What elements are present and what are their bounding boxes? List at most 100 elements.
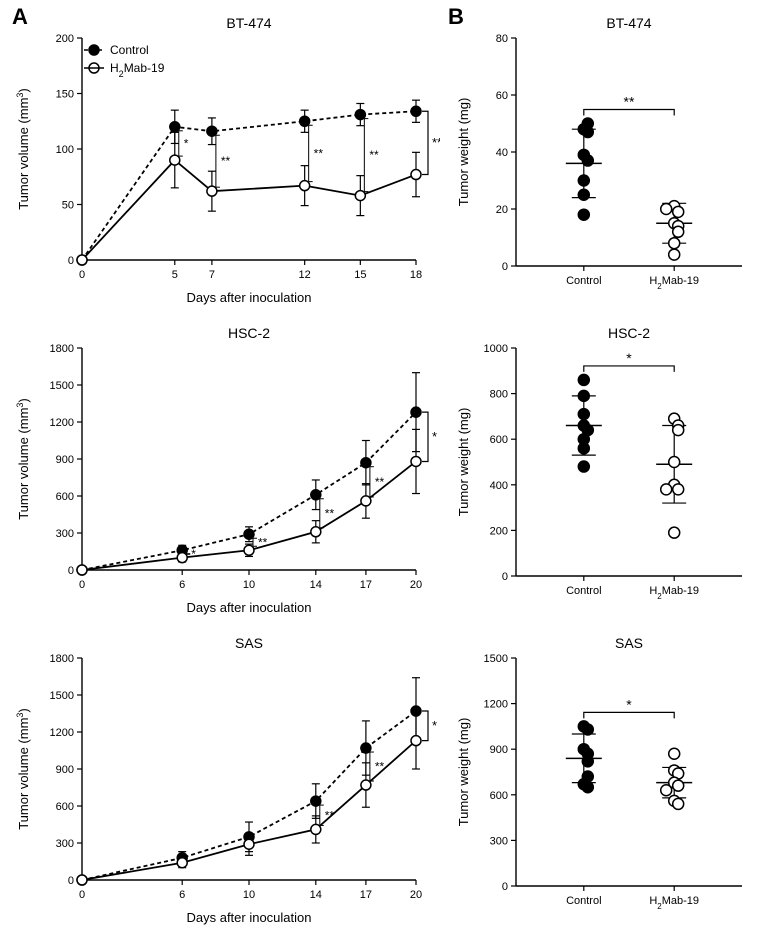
column-b: BT-474 0 20 40 60 80 Control H2Mab-19 Tumor weig… [450,0,765,937]
svg-text:12: 12 [299,269,311,281]
svg-text:0: 0 [68,875,74,887]
svg-text:Days after inoculation: Days after inoculation [186,290,311,305]
svg-text:**: ** [258,535,268,549]
svg-text:60: 60 [496,90,508,102]
svg-text:1200: 1200 [484,699,508,711]
svg-text:*: * [432,429,437,444]
svg-text:150: 150 [56,89,74,101]
svg-text:6: 6 [179,889,185,901]
svg-text:*: * [191,547,196,561]
svg-text:1200: 1200 [50,727,74,739]
svg-text:18: 18 [410,269,422,281]
svg-text:HSC-2: HSC-2 [608,325,650,341]
svg-text:*: * [184,136,189,150]
svg-text:**: ** [325,506,335,520]
svg-text:Tumor weight (mg): Tumor weight (mg) [456,718,471,827]
svg-text:800: 800 [490,389,508,401]
svg-text:*: * [626,696,632,712]
line-chart-bt474: BT-474 0 50 100 150 200 0 5 7 12 15 18 Days after in… [10,10,440,310]
svg-text:600: 600 [56,491,74,503]
svg-text:900: 900 [56,764,74,776]
svg-text:0: 0 [68,255,74,267]
svg-text:H2Mab-19: H2Mab-19 [649,275,699,291]
svg-text:15: 15 [354,269,366,281]
svg-text:600: 600 [490,434,508,446]
svg-text:HSC-2: HSC-2 [228,325,270,341]
svg-text:40: 40 [496,147,508,159]
svg-text:900: 900 [56,454,74,466]
svg-text:H2Mab-19: H2Mab-19 [649,895,699,911]
svg-text:SAS: SAS [615,635,643,651]
svg-text:200: 200 [56,33,74,45]
svg-text:0: 0 [68,565,74,577]
svg-text:**: ** [624,94,635,110]
svg-text:Days after inoculation: Days after inoculation [186,600,311,615]
svg-text:0: 0 [502,881,508,893]
svg-text:Control: Control [566,275,601,287]
svg-text:600: 600 [490,790,508,802]
svg-text:400: 400 [490,480,508,492]
svg-text:1200: 1200 [50,417,74,429]
svg-text:Tumor volume (mm3): Tumor volume (mm3) [15,88,31,210]
svg-text:6: 6 [179,579,185,591]
svg-text:5: 5 [172,269,178,281]
svg-text:0: 0 [79,579,85,591]
svg-text:20: 20 [410,579,422,591]
svg-text:Tumor volume (mm3): Tumor volume (mm3) [15,398,31,520]
svg-text:200: 200 [490,525,508,537]
svg-text:14: 14 [310,579,322,591]
scatter-chart-hsc2: HSC-2 0 200 400 600 800 1000 Control H2Mab-19 Tum… [450,320,760,620]
svg-text:300: 300 [56,528,74,540]
svg-text:0: 0 [502,571,508,583]
svg-text:14: 14 [310,889,322,901]
svg-text:0: 0 [502,261,508,273]
svg-text:80: 80 [496,33,508,45]
svg-text:Tumor weight (mg): Tumor weight (mg) [456,408,471,517]
svg-text:H2Mab-19: H2Mab-19 [110,61,165,79]
svg-text:600: 600 [56,801,74,813]
svg-text:20: 20 [410,889,422,901]
svg-text:7: 7 [209,269,215,281]
svg-text:900: 900 [490,744,508,756]
svg-text:10: 10 [243,889,255,901]
svg-text:1500: 1500 [50,380,74,392]
svg-text:1000: 1000 [484,343,508,355]
svg-text:**: ** [221,154,231,168]
svg-text:**: ** [325,808,335,822]
svg-text:50: 50 [62,200,74,212]
svg-text:300: 300 [56,838,74,850]
svg-text:Tumor weight (mg): Tumor weight (mg) [456,98,471,207]
svg-text:0: 0 [79,889,85,901]
svg-text:BT-474: BT-474 [226,15,271,31]
svg-text:**: ** [314,146,324,160]
scatter-chart-bt474: BT-474 0 20 40 60 80 Control H2Mab-19 Tumor weig… [450,10,760,310]
line-chart-sas: SAS 0 300 600 900 1200 1500 1800 0 6 10 14 17 20 Days … [10,630,440,930]
svg-text:1500: 1500 [50,690,74,702]
svg-text:BT-474: BT-474 [606,15,651,31]
scatter-chart-sas: SAS 0 300 600 900 1200 1500 Control H2Mab-19 Tumo… [450,630,760,930]
svg-text:10: 10 [243,579,255,591]
svg-text:SAS: SAS [235,635,263,651]
svg-text:1800: 1800 [50,653,74,665]
svg-text:0: 0 [79,269,85,281]
svg-text:H2Mab-19: H2Mab-19 [649,585,699,601]
svg-text:20: 20 [496,204,508,216]
svg-text:Control: Control [566,585,601,597]
figure: A B BT-474050100150200057121518Days afte… [0,0,765,937]
svg-text:*: * [432,718,437,733]
svg-text:**: ** [432,135,440,150]
svg-text:**: ** [375,760,385,774]
svg-text:100: 100 [56,144,74,156]
svg-text:**: ** [375,475,385,489]
svg-text:300: 300 [490,835,508,847]
svg-text:Control: Control [566,895,601,907]
svg-text:Tumor volume (mm3): Tumor volume (mm3) [15,708,31,830]
svg-text:Control: Control [110,43,149,57]
svg-text:1500: 1500 [484,653,508,665]
svg-text:Days after inoculation: Days after inoculation [186,910,311,925]
line-chart-hsc2: HSC-2 0 300 600 900 1200 1500 1800 0 6 10 14 17 20 Day… [10,320,440,620]
svg-text:17: 17 [360,579,372,591]
svg-text:**: ** [369,148,379,162]
svg-text:1800: 1800 [50,343,74,355]
svg-text:17: 17 [360,889,372,901]
